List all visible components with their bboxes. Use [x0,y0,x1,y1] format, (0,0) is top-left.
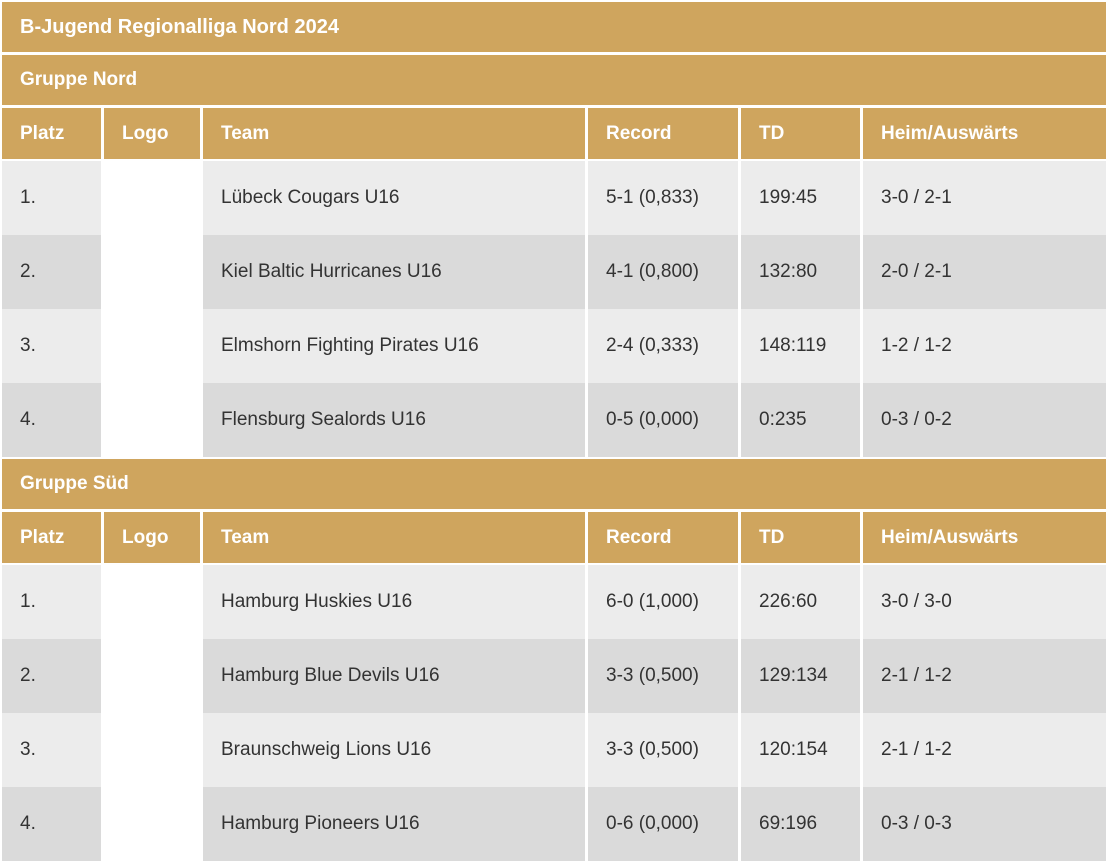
td-cell: 199:45 [741,161,860,235]
record-cell: 0-6 (0,000) [588,787,738,861]
record-cell: 2-4 (0,333) [588,309,738,383]
team-cell: Hamburg Pioneers U16 [203,787,585,861]
platz-cell: 3. [2,309,101,383]
table-row: 3. Elmshorn Fighting Pirates U16 2-4 (0,… [2,309,1106,383]
column-header-td: TD [741,512,860,563]
column-header-record: Record [588,512,738,563]
heim-auswaerts-cell: 3-0 / 2-1 [863,161,1106,235]
heim-auswaerts-cell: 1-2 / 1-2 [863,309,1106,383]
team-cell: Lübeck Cougars U16 [203,161,585,235]
table-row: 4. Hamburg Pioneers U16 0-6 (0,000) 69:1… [2,787,1106,861]
column-header-platz: Platz [2,512,101,563]
table-title: B-Jugend Regionalliga Nord 2024 [2,2,1106,52]
td-cell: 0:235 [741,383,860,457]
team-cell: Kiel Baltic Hurricanes U16 [203,235,585,309]
team-logo-cell [104,383,200,457]
heim-auswaerts-cell: 0-3 / 0-2 [863,383,1106,457]
heim-auswaerts-cell: 3-0 / 3-0 [863,565,1106,639]
column-header-heim-auswaerts: Heim/Auswärts [863,108,1106,159]
column-header-platz: Platz [2,108,101,159]
column-header-td: TD [741,108,860,159]
td-cell: 129:134 [741,639,860,713]
team-logo-cell [104,565,200,639]
column-header-logo: Logo [104,512,200,563]
team-logo-cell [104,161,200,235]
team-logo-cell [104,639,200,713]
group-header-sued: Gruppe Süd [2,459,1106,509]
td-cell: 69:196 [741,787,860,861]
team-logo-cell [104,235,200,309]
heim-auswaerts-cell: 2-1 / 1-2 [863,713,1106,787]
platz-cell: 2. [2,639,101,713]
platz-cell: 4. [2,787,101,861]
group-section-sued: Gruppe Süd Platz Logo Team Record TD Hei… [2,459,1106,861]
table-row: 2. Hamburg Blue Devils U16 3-3 (0,500) 1… [2,639,1106,713]
record-cell: 3-3 (0,500) [588,639,738,713]
record-cell: 5-1 (0,833) [588,161,738,235]
table-row: 1. Hamburg Huskies U16 6-0 (1,000) 226:6… [2,565,1106,639]
column-header-team: Team [203,108,585,159]
table-row: 4. Flensburg Sealords U16 0-5 (0,000) 0:… [2,383,1106,457]
team-cell: Hamburg Huskies U16 [203,565,585,639]
heim-auswaerts-cell: 2-1 / 1-2 [863,639,1106,713]
column-header-row: Platz Logo Team Record TD Heim/Auswärts [2,512,1106,563]
column-header-heim-auswaerts: Heim/Auswärts [863,512,1106,563]
record-cell: 0-5 (0,000) [588,383,738,457]
table-row: 1. Lübeck Cougars U16 5-1 (0,833) 199:45… [2,161,1106,235]
td-cell: 132:80 [741,235,860,309]
platz-cell: 2. [2,235,101,309]
team-logo-cell [104,309,200,383]
column-header-record: Record [588,108,738,159]
team-cell: Elmshorn Fighting Pirates U16 [203,309,585,383]
column-header-logo: Logo [104,108,200,159]
platz-cell: 3. [2,713,101,787]
record-cell: 6-0 (1,000) [588,565,738,639]
td-cell: 226:60 [741,565,860,639]
td-cell: 148:119 [741,309,860,383]
record-cell: 4-1 (0,800) [588,235,738,309]
heim-auswaerts-cell: 0-3 / 0-3 [863,787,1106,861]
team-cell: Hamburg Blue Devils U16 [203,639,585,713]
td-cell: 120:154 [741,713,860,787]
platz-cell: 1. [2,161,101,235]
table-row: 2. Kiel Baltic Hurricanes U16 4-1 (0,800… [2,235,1106,309]
column-header-row: Platz Logo Team Record TD Heim/Auswärts [2,108,1106,159]
platz-cell: 1. [2,565,101,639]
team-logo-cell [104,787,200,861]
team-cell: Flensburg Sealords U16 [203,383,585,457]
platz-cell: 4. [2,383,101,457]
team-cell: Braunschweig Lions U16 [203,713,585,787]
heim-auswaerts-cell: 2-0 / 2-1 [863,235,1106,309]
column-header-team: Team [203,512,585,563]
record-cell: 3-3 (0,500) [588,713,738,787]
team-logo-cell [104,713,200,787]
group-header-nord: Gruppe Nord [2,55,1106,105]
table-row: 3. Braunschweig Lions U16 3-3 (0,500) 12… [2,713,1106,787]
group-section-nord: Gruppe Nord Platz Logo Team Record TD He… [2,55,1106,457]
